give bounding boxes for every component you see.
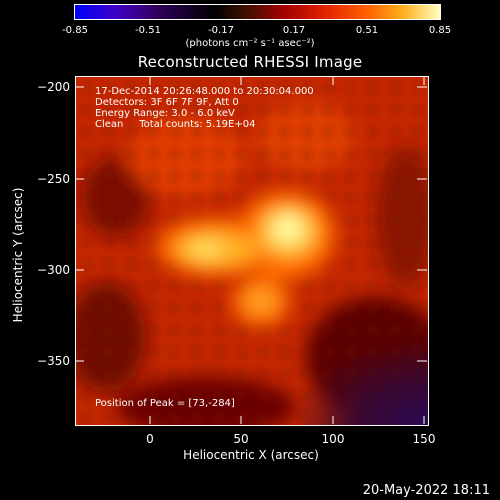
y-tick-label: −350 (37, 354, 70, 368)
footer-timestamp: 20-May-2022 18:11 (362, 483, 490, 498)
colorbar-tick: -0.85 (62, 25, 88, 36)
y-axis-label: Heliocentric Y (arcsec) (11, 187, 25, 323)
y-tick-label: −250 (37, 172, 70, 186)
x-axis-label: Heliocentric X (arcsec) (183, 448, 319, 462)
colorbar-tick: 0.17 (282, 25, 306, 36)
colorbar-tick: -0.51 (135, 25, 161, 36)
info-detectors: Detectors: 3F 6F 7F 9F, Att 0 (95, 97, 239, 108)
info-peak-position: Position of Peak = [73,-284] (95, 398, 235, 409)
info-time-range: 17-Dec-2014 20:26:48.000 to 20:30:04.000 (95, 86, 314, 97)
x-tick-label: 0 (146, 432, 154, 446)
x-tick-label: 100 (321, 432, 345, 446)
colorbar-units-label: (photons cm⁻² s⁻¹ asec⁻²) (185, 38, 315, 49)
colorbar-gradient (74, 4, 441, 20)
info-energy-range: Energy Range: 3.0 - 6.0 keV (95, 108, 235, 119)
solar-image-plot: 17-Dec-2014 20:26:48.000 to 20:30:04.000… (75, 76, 429, 426)
image-title: Reconstructed RHESSI Image (137, 53, 363, 71)
y-tick-label: −300 (37, 263, 70, 277)
colorbar-tick: -0.17 (208, 25, 234, 36)
y-tick-label: −200 (37, 80, 70, 94)
colorbar-tick: 0.85 (428, 25, 452, 36)
info-clean-counts: Clean Total counts: 5.19E+04 (95, 119, 256, 130)
colorbar: -0.85 -0.51 -0.17 0.17 0.51 0.85 (62, 4, 451, 36)
solar-image (76, 77, 428, 425)
x-tick-label: 50 (233, 432, 249, 446)
colorbar-tick: 0.51 (355, 25, 379, 36)
x-tick-label: 150 (412, 432, 436, 446)
